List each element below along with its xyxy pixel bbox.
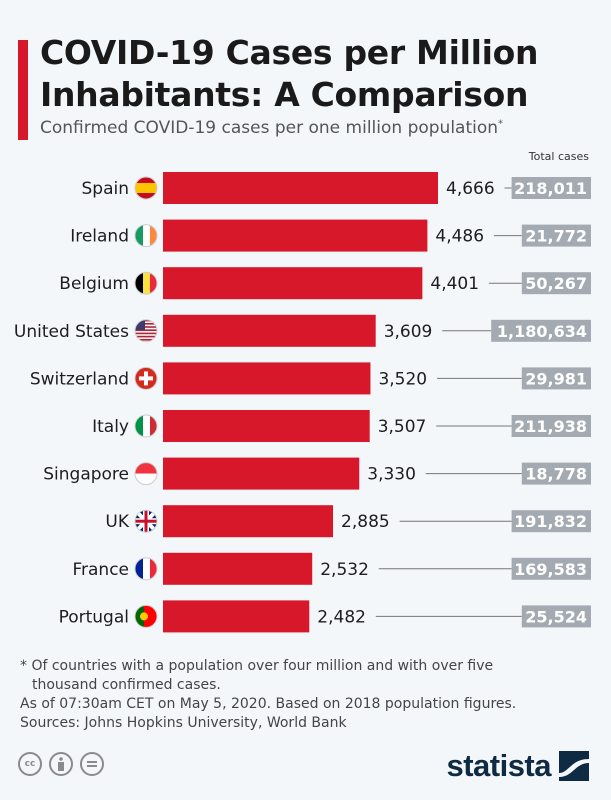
flag-italy-icon <box>134 414 158 438</box>
total-cases-box <box>521 272 591 295</box>
category-label: Switzerland <box>30 369 129 389</box>
total-cases-label: 18,778 <box>525 465 587 484</box>
total-cases-label: 169,583 <box>514 560 587 579</box>
title-accent-bar <box>18 40 28 140</box>
flag-switzerland-icon <box>134 366 158 390</box>
statista-wordmark: statista <box>446 748 551 783</box>
total-cases-label: 50,267 <box>525 274 587 293</box>
total-cases-box <box>491 319 591 342</box>
value-label: 4,486 <box>435 227 484 247</box>
bar <box>163 457 360 490</box>
bar <box>163 410 370 442</box>
category-label: France <box>72 560 129 580</box>
flag-ireland-icon <box>134 224 158 248</box>
total-cases-label: 29,981 <box>525 369 587 388</box>
footnote-date: As of 07:30am CET on May 5, 2020. Based … <box>20 696 517 712</box>
category-label: Spain <box>82 179 130 199</box>
value-label: 3,507 <box>378 417 427 437</box>
total-cases-label: 211,938 <box>514 417 587 436</box>
value-label: 4,401 <box>430 274 479 294</box>
total-cases-box <box>521 605 591 628</box>
category-label: Belgium <box>59 274 129 294</box>
creative-commons-icon: cc <box>18 752 42 776</box>
value-label: 2,532 <box>320 560 369 580</box>
bar <box>163 600 310 633</box>
total-cases-box <box>521 367 591 390</box>
footnote-note-cont: thousand confirmed cases. <box>32 677 221 693</box>
bar <box>163 219 428 252</box>
attribution-icon <box>49 752 73 776</box>
category-label: United States <box>14 322 129 342</box>
total-cases-box <box>511 415 591 437</box>
value-label: 3,609 <box>384 322 433 342</box>
bar <box>163 552 313 585</box>
total-cases-box <box>521 224 591 247</box>
flag-uk-icon <box>134 509 158 533</box>
license-icons[interactable]: cc <box>18 752 104 776</box>
bar <box>163 172 438 204</box>
bar-chart: Spain 4,666 218,011 Ireland 4,486 21,772 Belgi… <box>14 172 591 633</box>
value-label: 3,520 <box>378 369 427 389</box>
subtitle-footnote-mark: * <box>498 118 504 130</box>
total-cases-label: 191,832 <box>514 512 587 531</box>
flag-france-icon <box>134 557 158 581</box>
bar <box>163 267 423 300</box>
bar <box>163 314 376 347</box>
category-label: UK <box>105 512 129 532</box>
total-cases-box <box>521 462 591 485</box>
total-cases-label: 21,772 <box>525 227 587 246</box>
flag-portugal-icon <box>134 604 158 628</box>
category-label: Singapore <box>43 465 129 485</box>
total-cases-label: 1,180,634 <box>497 322 587 341</box>
flag-singapore-icon <box>134 462 158 486</box>
statista-logo-icon <box>559 751 589 781</box>
total-cases-box <box>511 510 591 533</box>
total-cases-box <box>511 177 591 199</box>
total-cases-box <box>511 557 591 580</box>
value-label: 4,666 <box>446 179 495 199</box>
bar <box>163 362 371 395</box>
value-label: 2,885 <box>341 512 390 532</box>
total-cases-header: Total cases <box>528 150 589 163</box>
flag-usa-icon <box>134 319 158 343</box>
no-derivatives-icon <box>80 752 104 776</box>
flag-belgium-icon <box>134 271 158 295</box>
statista-logo[interactable]: statista <box>446 748 589 784</box>
category-label: Ireland <box>70 227 129 247</box>
category-label: Portugal <box>59 607 129 627</box>
footnote-sources: Sources: Johns Hopkins University, World… <box>20 715 347 731</box>
chart-title: COVID-19 Cases per Million Inhabitants: … <box>40 33 539 114</box>
category-label: Italy <box>92 417 129 437</box>
footnotes: * Of countries with a population over fo… <box>20 657 516 733</box>
footnote-note: * Of countries with a population over fo… <box>20 658 494 674</box>
bar <box>163 505 334 538</box>
chart-subtitle: Confirmed COVID-19 cases per one million… <box>40 118 503 138</box>
value-label: 2,482 <box>317 607 366 627</box>
total-cases-label: 25,524 <box>525 607 587 626</box>
total-cases-label: 218,011 <box>514 179 587 198</box>
value-label: 3,330 <box>367 465 416 485</box>
subtitle-text: Confirmed COVID-19 cases per one million… <box>40 118 499 138</box>
flag-spain-icon <box>134 176 158 200</box>
